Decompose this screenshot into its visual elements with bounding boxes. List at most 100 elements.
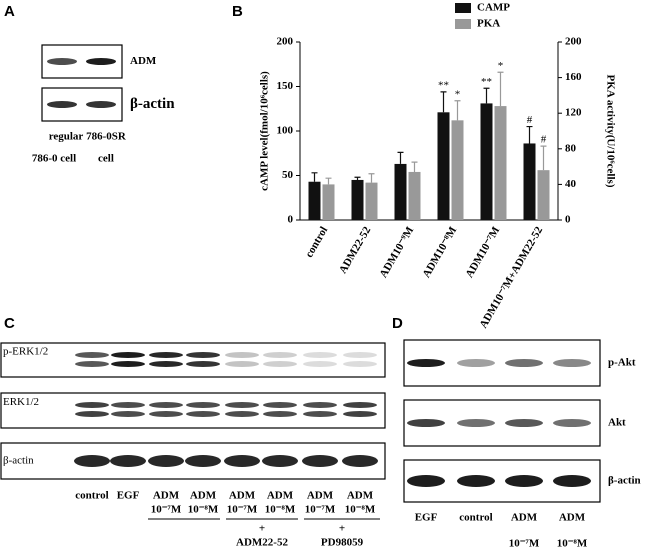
- blot-band: [75, 352, 109, 358]
- blot-band: [186, 411, 220, 417]
- error-bar: [397, 151, 404, 164]
- significance-mark: *: [498, 60, 504, 72]
- group-label: ADM22-52: [236, 537, 288, 549]
- error-bar: [325, 177, 332, 185]
- significance-mark: **: [481, 76, 492, 88]
- blot-band: [505, 419, 543, 427]
- blot-band: [225, 361, 259, 367]
- y2-tick-label: 160: [565, 71, 582, 83]
- y-tick-label: 150: [277, 80, 294, 92]
- blot-band: [186, 352, 220, 358]
- blot-band: [111, 361, 145, 367]
- blot-band: [86, 101, 116, 108]
- blot-band: [407, 359, 445, 367]
- legend-swatch: [455, 3, 471, 13]
- bar: [365, 182, 378, 220]
- blot-band: [457, 359, 495, 367]
- lane-label: cell: [98, 153, 114, 165]
- blot-band: [111, 352, 145, 358]
- error-bar: [368, 173, 375, 183]
- blot-band: [407, 475, 445, 487]
- blot-band: [303, 361, 337, 367]
- blot-band: [553, 475, 591, 487]
- y2-tick-label: 120: [565, 107, 582, 119]
- bar: [394, 163, 407, 220]
- significance-mark: *: [455, 88, 461, 100]
- blot-band: [225, 402, 259, 408]
- blot-band: [262, 455, 298, 467]
- blot-band: [303, 411, 337, 417]
- blot-band: [553, 359, 591, 367]
- lane-label: ADM: [267, 490, 294, 502]
- lane-label: ADM: [190, 490, 217, 502]
- blot-band: [263, 402, 297, 408]
- blot-band: [303, 352, 337, 358]
- panel-label: C: [4, 315, 15, 332]
- lane-label: regular: [49, 131, 84, 143]
- bar: [351, 179, 364, 220]
- lane-label: 10⁻⁷M: [509, 538, 540, 550]
- blot-band: [553, 419, 591, 427]
- group-label: PD98059: [321, 537, 364, 549]
- legend-label: PKA: [477, 18, 500, 30]
- blot-band: [263, 411, 297, 417]
- y-tick-label: 100: [277, 125, 294, 137]
- significance-mark: #: [541, 134, 547, 146]
- blot-band: [111, 411, 145, 417]
- blot-band: [303, 402, 337, 408]
- lane-label: ADM: [229, 490, 256, 502]
- error-bar: [454, 100, 461, 121]
- blot-band: [149, 402, 183, 408]
- row-label: p-ERK1/2: [3, 346, 48, 358]
- blot-band: [263, 361, 297, 367]
- blot-band: [343, 361, 377, 367]
- blot-band: [343, 411, 377, 417]
- blot-band: [148, 455, 184, 467]
- row-label: β-actin: [130, 96, 175, 112]
- y-tick-label: 0: [288, 214, 294, 226]
- y2-tick-label: 80: [565, 142, 577, 154]
- blot-band: [457, 419, 495, 427]
- group-label: +: [259, 523, 265, 535]
- row-label: β-actin: [608, 475, 641, 487]
- blot-band: [47, 101, 77, 108]
- x-tick-label: ADM10⁻⁷M: [464, 224, 503, 280]
- blot-band: [342, 455, 378, 467]
- error-bar: [497, 71, 504, 107]
- error-bar: [411, 161, 418, 172]
- lane-label: EGF: [117, 490, 140, 502]
- lane-label: 10⁻⁸M: [265, 504, 296, 516]
- panel-label: D: [392, 315, 403, 332]
- bar: [322, 184, 335, 220]
- lane-label: 10⁻⁸M: [188, 504, 219, 516]
- blot-band: [185, 455, 221, 467]
- lane-label: 10⁻⁷M: [151, 504, 182, 516]
- y-tick-label: 50: [282, 169, 294, 181]
- row-label: Akt: [608, 417, 626, 429]
- blot-band: [302, 455, 338, 467]
- lane-label: EGF: [415, 512, 438, 524]
- blot-band: [457, 475, 495, 487]
- blot-band: [110, 455, 146, 467]
- lane-label: ADM: [307, 490, 334, 502]
- blot-band: [186, 361, 220, 367]
- y2-tick-label: 200: [565, 36, 582, 48]
- blot-band: [263, 352, 297, 358]
- y-axis-label: cAMP level(fmol/10⁶cells): [259, 71, 271, 191]
- lane-label: 10⁻⁸M: [557, 538, 588, 550]
- lane-label: control: [459, 512, 492, 524]
- blot-band: [149, 361, 183, 367]
- blot-band: [75, 411, 109, 417]
- bar: [308, 181, 321, 220]
- x-tick-label: ADM10⁻⁹M: [378, 224, 417, 280]
- lane-label: ADM: [559, 512, 586, 524]
- y-tick-label: 200: [277, 36, 294, 48]
- x-tick-label: control: [303, 225, 330, 260]
- blot-box: [0, 392, 386, 429]
- blot-band: [47, 58, 77, 65]
- panel-label: B: [232, 3, 243, 20]
- blot-band: [111, 402, 145, 408]
- blot-band: [505, 475, 543, 487]
- blot-band: [149, 411, 183, 417]
